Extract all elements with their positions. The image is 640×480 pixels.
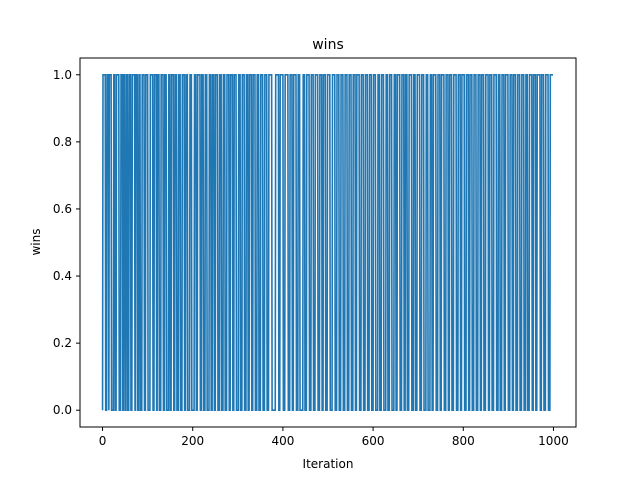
y-axis-label: wins — [29, 228, 43, 255]
wins-series-line — [101, 73, 553, 412]
chart-title: wins — [312, 37, 344, 53]
y-tick-label: 0.0 — [53, 403, 72, 417]
x-tick-label: 800 — [452, 434, 475, 448]
x-tick-label: 200 — [181, 434, 204, 448]
x-tick-label: 0 — [99, 434, 107, 448]
x-axis-label: Iteration — [303, 457, 354, 471]
ticks-layer: 0 200 400 600 800 1000 0.0 0.2 0.4 0.6 0.8 1.0 — [53, 68, 569, 448]
y-tick-label: 0.6 — [53, 202, 72, 216]
plot-frame — [79, 57, 577, 428]
x-tick-label: 600 — [362, 434, 385, 448]
y-tick-label: 0.4 — [53, 269, 72, 283]
y-tick-label: 0.8 — [53, 135, 72, 149]
x-tick-label: 1000 — [538, 434, 569, 448]
plot-layer — [101, 73, 553, 412]
x-tick-label: 400 — [271, 434, 294, 448]
y-tick-label: 0.2 — [53, 336, 72, 350]
y-tick-label: 1.0 — [53, 68, 72, 82]
